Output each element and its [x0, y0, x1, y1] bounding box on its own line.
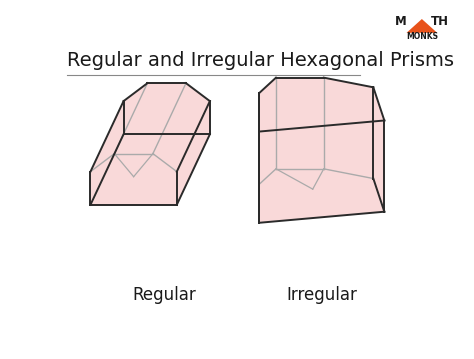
Polygon shape: [259, 78, 384, 131]
Text: MONKS: MONKS: [406, 32, 438, 41]
Text: Regular: Regular: [132, 286, 196, 304]
Polygon shape: [407, 19, 437, 33]
Polygon shape: [91, 83, 147, 172]
Text: Regular and Irregular Hexagonal Prisms: Regular and Irregular Hexagonal Prisms: [66, 51, 454, 70]
Text: M: M: [394, 14, 406, 28]
Text: Irregular: Irregular: [286, 286, 357, 304]
Polygon shape: [259, 121, 384, 223]
Polygon shape: [91, 134, 210, 205]
Polygon shape: [91, 154, 177, 205]
Polygon shape: [374, 87, 384, 212]
Polygon shape: [259, 78, 276, 184]
Polygon shape: [91, 101, 124, 205]
Polygon shape: [124, 83, 210, 134]
Polygon shape: [177, 101, 210, 205]
Text: TH: TH: [430, 14, 448, 28]
Polygon shape: [259, 169, 384, 223]
